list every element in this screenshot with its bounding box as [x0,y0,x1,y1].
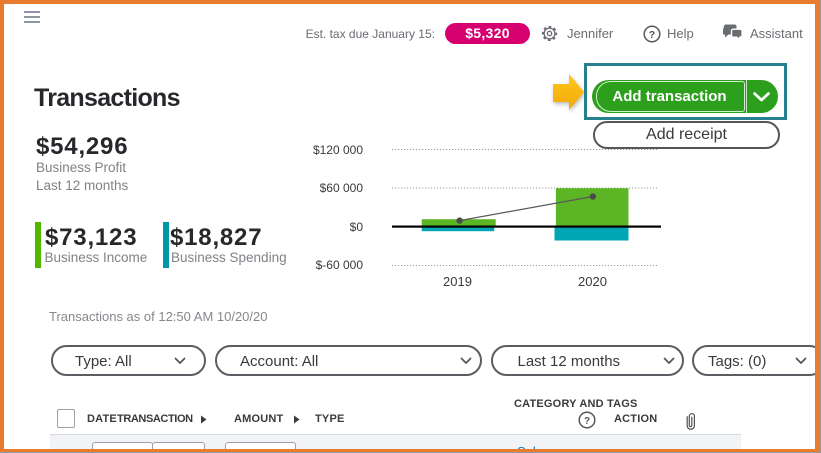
svg-text:?: ? [584,416,590,427]
svg-text:?: ? [649,29,655,41]
